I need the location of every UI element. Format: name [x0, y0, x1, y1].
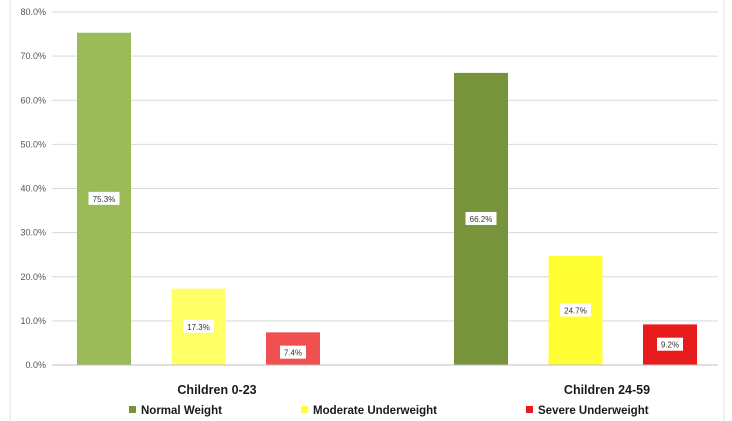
data-label-box — [657, 337, 683, 351]
y-tick-label: 70.0% — [20, 51, 46, 61]
bars — [77, 32, 697, 366]
y-tick-label: 0.0% — [25, 360, 46, 370]
data-label: 24.7% — [564, 307, 587, 316]
y-tick-label: 80.0% — [20, 7, 46, 17]
legend-swatch — [301, 406, 308, 413]
y-tick-label: 40.0% — [20, 184, 46, 194]
data-label: 17.3% — [187, 323, 210, 332]
y-tick-label: 10.0% — [20, 316, 46, 326]
data-label-box — [465, 211, 497, 225]
grid — [52, 11, 718, 322]
legend-label: Normal Weight — [141, 405, 222, 417]
data-label-box — [280, 345, 306, 359]
y-tick-label: 20.0% — [20, 272, 46, 282]
data-label: 66.2% — [470, 215, 493, 224]
y-tick-label: 30.0% — [20, 228, 46, 238]
legend: Normal Weight Moderate Underweight Severe … — [129, 405, 649, 417]
x-category-label: Children 0-23 — [177, 383, 256, 397]
data-label: 7.4% — [284, 349, 302, 358]
legend-label: Severe Underweight — [538, 405, 649, 417]
y-tick-label: 50.0% — [20, 139, 46, 149]
legend-swatch — [129, 406, 136, 413]
data-label-box — [183, 319, 214, 333]
axes: 0.0% 10.0% 20.0% 30.0% 40.0% 50.0% 60.0% 70.0% 8… — [9, 0, 725, 421]
legend-swatch — [526, 406, 533, 413]
data-labels: 75.3% 66.2% 17.3% 24.7% 7.4% 9.2% — [88, 191, 683, 359]
x-category-label: Children 24-59 — [564, 383, 650, 397]
data-label: 75.3% — [93, 195, 116, 204]
data-label-box — [560, 303, 591, 317]
data-label: 9.2% — [661, 341, 679, 350]
y-tick-label: 60.0% — [20, 95, 46, 105]
legend-label: Moderate Underweight — [313, 405, 437, 417]
data-label-box — [88, 191, 120, 205]
